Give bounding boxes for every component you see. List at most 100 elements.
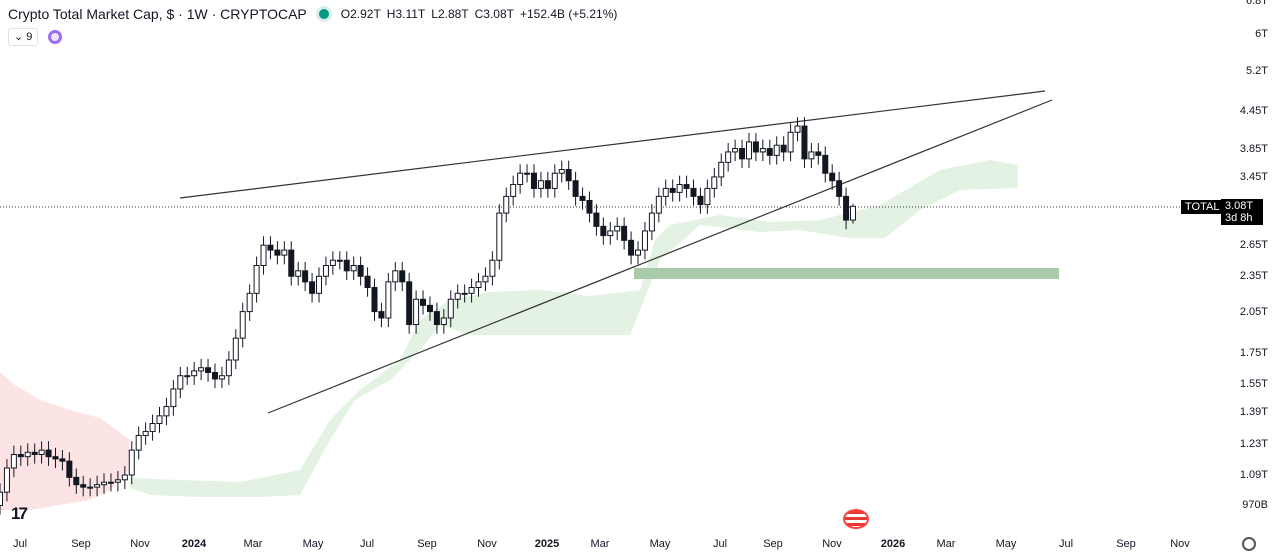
candle-body (371, 287, 378, 313)
candle-body (669, 187, 676, 193)
candle-body (711, 176, 718, 189)
symbol-title[interactable]: Crypto Total Market Cap, $ · 1W · CRYPTO… (8, 6, 307, 22)
candle (211, 363, 218, 389)
candle (302, 261, 309, 292)
time-tick-label: 2024 (181, 538, 207, 550)
candle (364, 267, 371, 297)
time-tick-label: 2025 (534, 538, 560, 550)
candle (517, 164, 524, 194)
candle (378, 302, 385, 328)
candle (440, 309, 447, 334)
candle (170, 380, 177, 416)
us-economic-event-icon[interactable] (843, 509, 869, 529)
candle (309, 272, 316, 303)
candle-body (461, 292, 468, 295)
candle (156, 406, 163, 433)
candle (163, 397, 170, 426)
candle-body (142, 430, 149, 436)
sync-icon[interactable] (48, 30, 63, 44)
candle-body (156, 415, 163, 425)
lower-trendline[interactable] (267, 99, 1053, 414)
candle (607, 222, 614, 245)
candle-body (114, 479, 121, 483)
tradingview-logo-icon[interactable]: 17 (11, 504, 28, 523)
candle (739, 139, 746, 169)
candle (718, 153, 725, 187)
candle-body (406, 281, 413, 326)
candle-body (378, 311, 385, 319)
time-tick-label: May (649, 538, 671, 550)
candle-body (52, 456, 59, 460)
candle (614, 217, 621, 241)
candle-body (17, 453, 24, 458)
candle-body (739, 148, 746, 160)
candle (704, 179, 711, 214)
time-tick-label: Nov (822, 538, 842, 550)
candle (447, 290, 454, 328)
ohlc-change: +152.4B (+5.21%) (519, 7, 618, 21)
candle-body (288, 249, 295, 277)
candle-body (198, 367, 205, 372)
candle (225, 351, 232, 385)
candle (544, 171, 551, 198)
settings-icon[interactable] (1242, 537, 1256, 551)
time-tick-label: Nov (477, 538, 497, 550)
candle (454, 284, 461, 309)
candle-body (718, 161, 725, 178)
time-tick-label: Sep (71, 538, 91, 550)
candle (628, 231, 635, 265)
candle-body (107, 481, 114, 484)
time-tick-label: Sep (1116, 538, 1136, 550)
ohlc-high: H3.11T (386, 7, 426, 21)
candle (288, 241, 295, 286)
candle-body (281, 249, 288, 256)
last-price: 3.08T (1225, 200, 1254, 212)
upper-trendline[interactable] (179, 90, 1046, 199)
candle (621, 217, 628, 250)
candle-body (163, 406, 170, 417)
candle-body (752, 141, 759, 153)
time-tick-label: Mar (936, 538, 956, 550)
candle-body (544, 180, 551, 189)
candle-body (267, 244, 274, 251)
price-tick-label: 1.75T (1239, 346, 1268, 359)
candle (184, 366, 191, 385)
indicators-toggle-button[interactable]: ⌄ 9 (8, 28, 39, 46)
candle-body (482, 275, 489, 283)
candle (829, 164, 836, 190)
time-tick-label: Mar (590, 538, 610, 550)
candle-body (385, 281, 392, 319)
candle (316, 267, 323, 303)
candle-body (725, 151, 732, 163)
candle-body (676, 184, 683, 193)
candle (274, 241, 281, 265)
candle (579, 187, 586, 210)
candle (101, 473, 108, 494)
candle (295, 261, 302, 286)
candle-body (191, 370, 198, 377)
candle-body (780, 144, 787, 153)
candle-body (128, 449, 135, 476)
price-tick-label: 970B (1242, 499, 1268, 512)
candle-body (177, 375, 184, 390)
candle-body (420, 298, 427, 306)
candle-body (149, 423, 156, 432)
candle (239, 302, 246, 348)
time-tick-label: May (302, 538, 324, 550)
candle (711, 168, 718, 198)
candle-body (350, 264, 357, 272)
candle (433, 302, 440, 334)
candle-body (24, 451, 31, 458)
candle-body (489, 259, 496, 277)
candle (690, 179, 697, 206)
price-tick-label: 1.39T (1239, 406, 1268, 419)
time-tick-label: Mar (243, 538, 263, 550)
candle (537, 171, 544, 198)
candle (676, 175, 683, 202)
candle-body (794, 125, 801, 133)
candle-body (607, 230, 614, 237)
candle (600, 217, 607, 245)
candle (530, 164, 537, 198)
candle (260, 236, 267, 275)
